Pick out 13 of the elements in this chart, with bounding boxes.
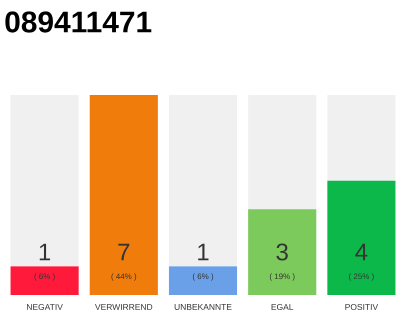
data-label: 1 xyxy=(198,244,208,260)
chart-title: 089411471 xyxy=(5,11,152,33)
data-label: 7 xyxy=(118,244,130,260)
x-tick-label: UNBEKANNTE xyxy=(174,304,232,310)
data-label: 1 xyxy=(40,244,50,260)
data-label: 4 xyxy=(355,244,368,260)
bar xyxy=(168,266,238,295)
x-tick-label: POSITIV xyxy=(345,304,378,310)
x-tick-label: NEGATIV xyxy=(27,304,63,310)
data-label: 3 xyxy=(276,244,288,260)
bar xyxy=(10,266,79,295)
x-tick-label: VERWIRREND xyxy=(94,304,152,310)
x-tick-label: EGAL xyxy=(272,304,294,310)
